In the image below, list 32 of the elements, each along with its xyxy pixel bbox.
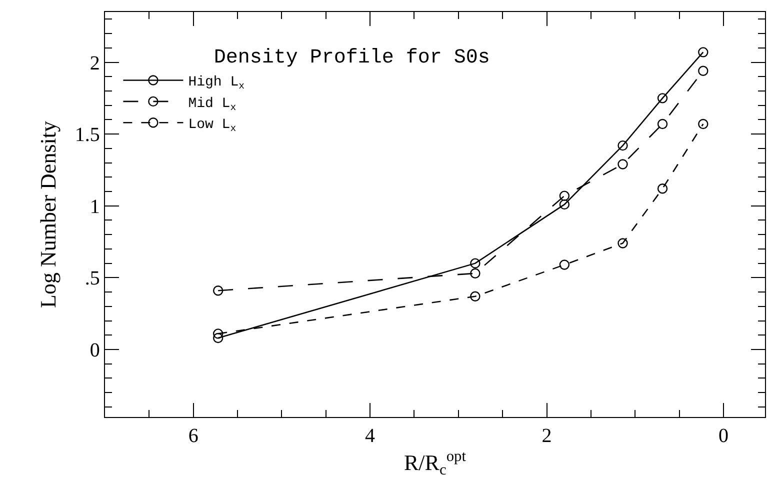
point [698,118,708,130]
point [212,286,224,296]
x-tick-label: 6 [188,425,198,448]
x-tick-label: 2 [542,425,552,448]
legend-label: High L$_{x}$ [188,74,245,92]
legend-label: Mid L$_{x}$ [188,96,236,113]
point [470,258,480,268]
point [698,66,708,76]
point [212,328,224,339]
point [618,238,628,248]
point [618,140,628,151]
x-tick-label: 4 [365,425,376,448]
x-tick-label: 0 [718,425,728,448]
y-tick-label: .5 [84,268,100,290]
point [657,118,668,130]
y-tick-label: 0 [90,340,100,362]
point [470,291,480,302]
point [212,332,224,344]
text: Density Profile for S0s [214,46,490,70]
point [470,268,480,278]
point [559,260,570,270]
point [698,47,708,58]
y-tick-label: 1.5 [74,124,100,146]
point [559,190,570,201]
point [618,159,628,170]
point [657,184,668,194]
legend-label: Low L$_{x}$ [188,117,236,134]
y-tick-label: 2 [90,52,100,74]
y-axis-title: Log Number Density [36,121,61,308]
y-tick-label: 1 [90,196,100,218]
point [657,93,668,104]
point [559,199,570,210]
